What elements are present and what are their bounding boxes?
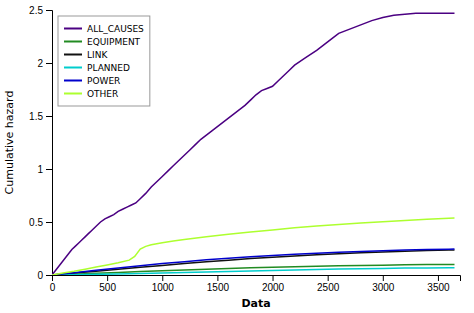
legend: ALL_CAUSES EQUIPMENT LINK PLANNED POWER OTHER — [58, 16, 150, 106]
chart: 0 500 1000 1500 2000 2500 3000 3500 0 0.5 1 1.5 2 2.5… — [0, 0, 474, 313]
tick-mark — [438, 275, 439, 281]
tick: 2.5 — [29, 5, 52, 16]
tick: 1 — [37, 164, 52, 175]
tick: 0 — [37, 270, 52, 281]
lines — [52, 13, 454, 275]
tick-mark — [107, 275, 108, 281]
tick-mark — [46, 222, 52, 223]
tick-mark — [46, 63, 52, 64]
tick-mark — [162, 275, 163, 281]
axis-line — [46, 11, 53, 276]
tick-label: 1000 — [152, 282, 175, 293]
legend-swatch — [64, 28, 82, 30]
tick: 500 — [99, 275, 116, 293]
tick-label: 1500 — [207, 282, 230, 293]
legend-label: POWER — [87, 76, 120, 86]
tick: 0.5 — [29, 217, 52, 228]
tick-mark — [273, 275, 274, 281]
tick: 3500 — [427, 275, 450, 293]
tick-label: 3500 — [427, 282, 450, 293]
series-line — [52, 249, 454, 275]
x-axis-title: Data — [241, 297, 270, 310]
tick-label: 0 — [50, 282, 56, 293]
tick-label: 2500 — [317, 282, 340, 293]
x-axis: 0 500 1000 1500 2000 2500 3000 3500 — [50, 275, 461, 293]
tick: 1500 — [207, 275, 230, 293]
legend-swatch — [64, 80, 82, 82]
plot: 0 500 1000 1500 2000 2500 3000 3500 0 0.5 1 1.5 2 2.5… — [29, 5, 460, 293]
tick-label: 1.5 — [29, 111, 43, 122]
legend-swatch — [64, 54, 82, 56]
tick: 1.5 — [29, 111, 52, 122]
legend-label: EQUIPMENT — [87, 37, 141, 47]
legend-swatch — [64, 93, 82, 95]
tick: 2500 — [317, 275, 340, 293]
tick: 2 — [37, 58, 52, 69]
tick-label: 0 — [37, 270, 43, 281]
tick-mark — [46, 116, 52, 117]
legend-box — [58, 16, 150, 106]
legend-label: ALL_CAUSES — [87, 24, 144, 34]
legend-swatch — [64, 41, 82, 43]
legend-label: PLANNED — [87, 63, 130, 73]
axis-line — [53, 276, 461, 282]
legend-label: LINK — [87, 50, 108, 60]
legend-swatch — [64, 67, 82, 69]
tick-mark — [46, 10, 52, 11]
tick-mark — [46, 169, 52, 170]
tick-label: 2.5 — [29, 5, 43, 16]
tick-mark — [46, 275, 52, 276]
tick-label: 500 — [99, 282, 116, 293]
series-line — [52, 218, 454, 275]
tick-label: 2000 — [262, 282, 285, 293]
y-axis: 0 0.5 1 1.5 2 2.5 — [29, 5, 52, 281]
tick-label: 3000 — [372, 282, 395, 293]
series-line — [52, 13, 454, 275]
tick: 3000 — [372, 275, 395, 293]
tick-mark — [328, 275, 329, 281]
tick-label: 1 — [37, 164, 43, 175]
y-axis-title: Cumulative hazard — [3, 91, 16, 195]
tick: 2000 — [262, 275, 285, 293]
legend-label: OTHER — [87, 89, 118, 99]
tick-mark — [383, 275, 384, 281]
tick: 1000 — [152, 275, 175, 293]
tick-label: 0.5 — [29, 217, 43, 228]
series-line — [52, 250, 454, 275]
tick: 0 — [50, 275, 56, 293]
tick-label: 2 — [37, 58, 43, 69]
tick-mark — [217, 275, 218, 281]
